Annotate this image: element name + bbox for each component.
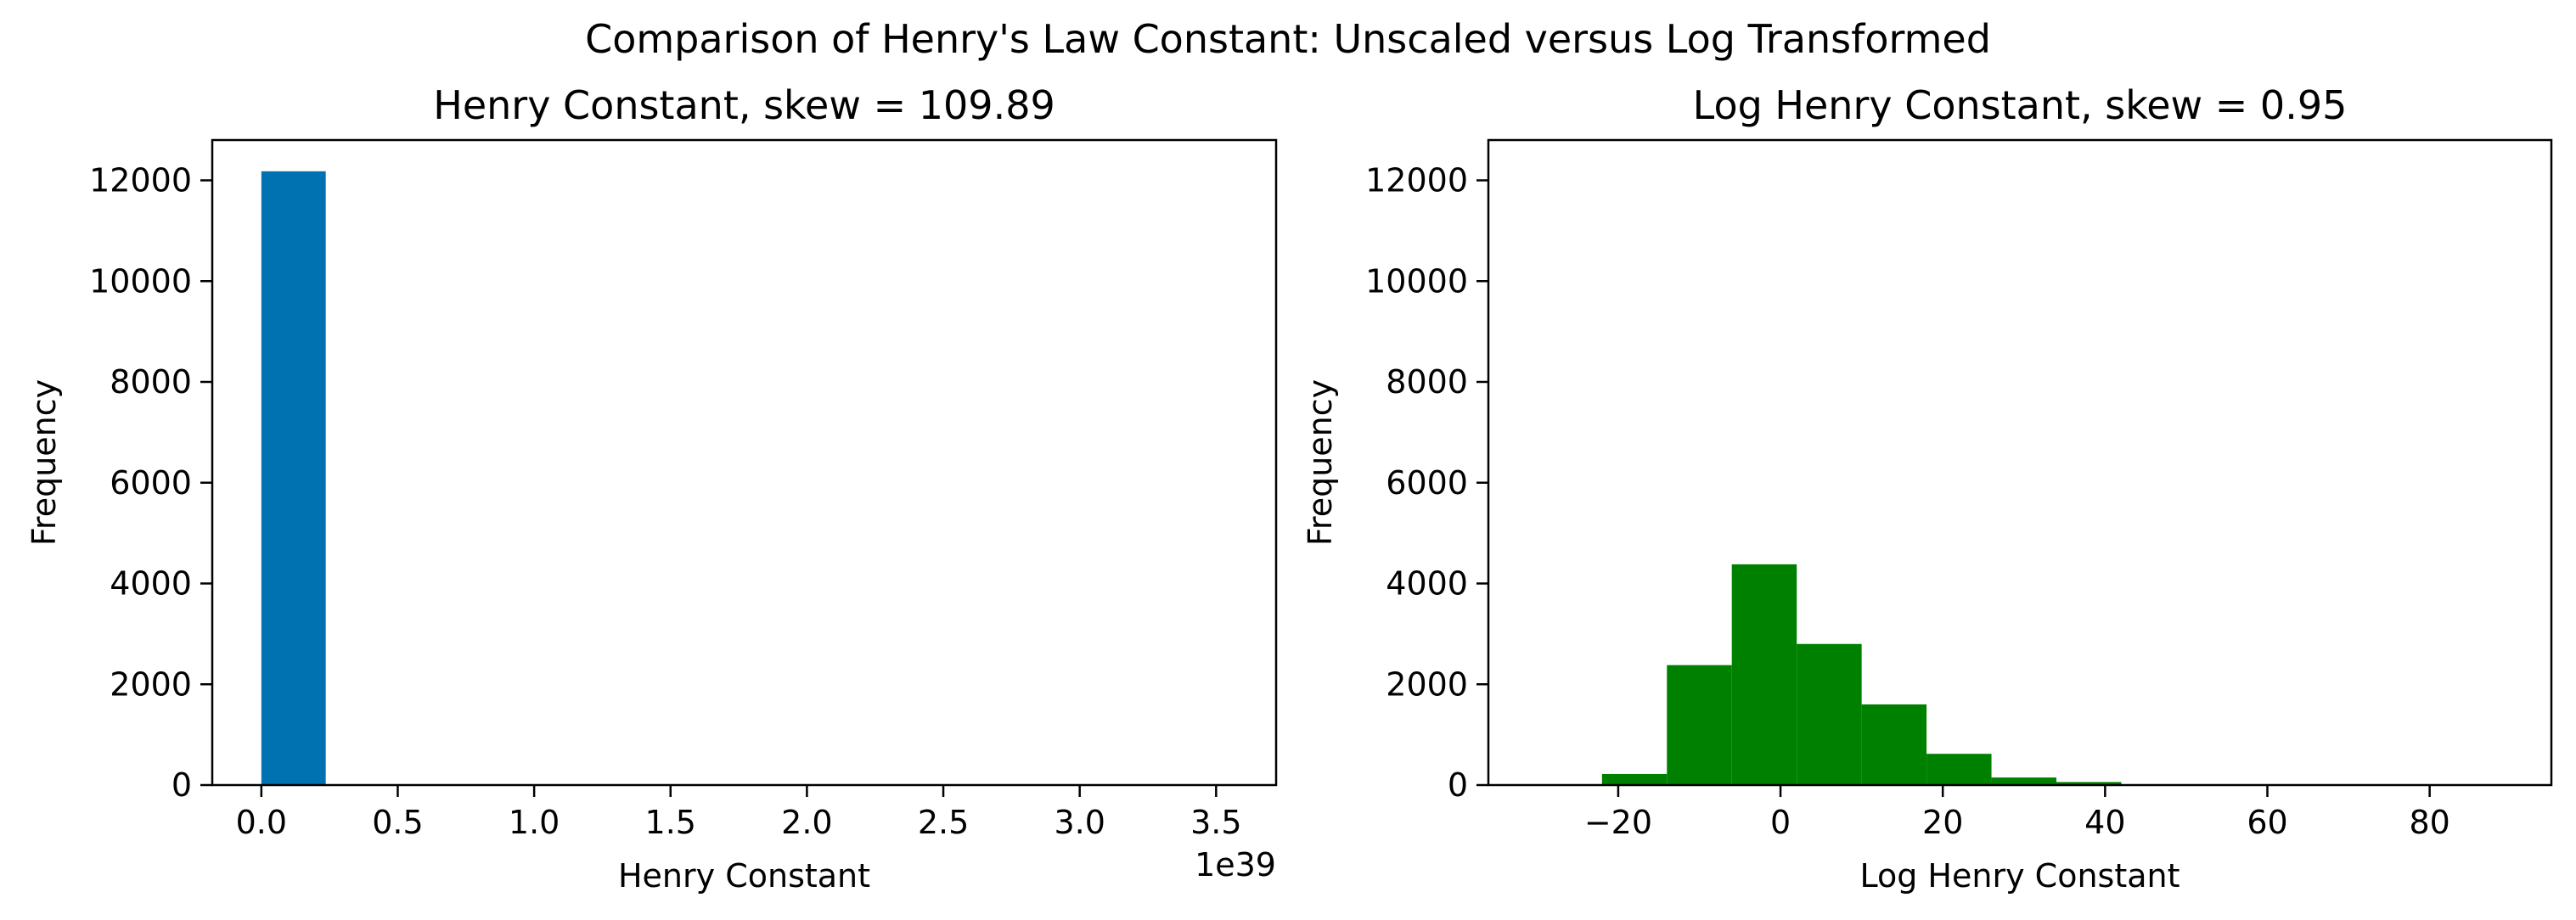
chart-1-x-tick-label: −20 xyxy=(1584,804,1652,841)
chart-0-x-tick-label: 0.5 xyxy=(372,804,423,841)
chart-0-y-tick-label: 10000 xyxy=(89,262,192,300)
chart-1-y-tick-label: 2000 xyxy=(1386,665,1468,703)
chart-0-title: Henry Constant, skew = 109.89 xyxy=(433,82,1055,128)
histogram-henry-constant: 0.0 0.5 1.0 1.5 2.0 2.5 3.0 3.5 0 2000 4000 6000 800… xyxy=(25,82,1278,895)
chart-1-axes-frame xyxy=(1487,138,2553,787)
chart-1-bar xyxy=(1667,665,1732,785)
chart-0-y-tick-label: 4000 xyxy=(110,565,192,603)
chart-0-x-tick-label: 3.0 xyxy=(1054,804,1105,841)
chart-1-title: Log Henry Constant, skew = 0.95 xyxy=(1693,82,2348,128)
chart-1-x-axis-label: Log Henry Constant xyxy=(1859,857,2179,895)
chart-1-y-tick-label: 4000 xyxy=(1386,565,1468,603)
chart-1-x-tick-label: 20 xyxy=(1922,804,1963,841)
chart-1-bar xyxy=(2056,782,2122,785)
chart-1-x-tick-label: 60 xyxy=(2247,804,2287,841)
chart-0-x-tick-label: 1.0 xyxy=(509,804,560,841)
chart-1-bar xyxy=(1991,777,2057,785)
chart-0-y-tick-label: 2000 xyxy=(110,665,192,703)
chart-0-x-tick-label: 0.0 xyxy=(236,804,287,841)
chart-0-bar xyxy=(261,171,326,785)
chart-0-x-axis-label: Henry Constant xyxy=(618,857,870,895)
chart-1-x-tick-label: 0 xyxy=(1770,804,1791,841)
chart-0-y-tick-label: 6000 xyxy=(110,464,192,502)
chart-0-y-tick-label: 12000 xyxy=(89,162,192,199)
chart-1-bar xyxy=(1731,564,1797,785)
chart-1-y-tick-label: 6000 xyxy=(1386,464,1468,502)
chart-1-bar xyxy=(1926,754,1992,785)
chart-0-x-tick-label: 2.5 xyxy=(918,804,969,841)
chart-0-y-axis-label: Frequency xyxy=(25,379,63,546)
chart-1-y-tick-label: 10000 xyxy=(1365,262,1468,300)
chart-0-offset-text: 1e39 xyxy=(1195,846,1276,884)
chart-1-bar xyxy=(1797,643,1862,785)
chart-1-y-axis-label: Frequency xyxy=(1302,379,1339,546)
chart-1-x-tick-label: 40 xyxy=(2084,804,2125,841)
chart-0-x-tick-label: 1.5 xyxy=(645,804,696,841)
chart-1-y-tick-label: 8000 xyxy=(1386,363,1468,401)
chart-0-x-tick-label: 3.5 xyxy=(1190,804,1241,841)
chart-1-y-tick-label: 0 xyxy=(1448,766,1468,804)
chart-1-bar xyxy=(1601,773,1668,785)
chart-1-x-tick-label: 80 xyxy=(2409,804,2449,841)
chart-0-y-tick-label: 0 xyxy=(172,766,192,804)
chart-0-x-tick-label: 2.0 xyxy=(781,804,832,841)
figure-suptitle: Comparison of Henry's Law Constant: Unsc… xyxy=(585,16,1991,62)
chart-0-axes-frame xyxy=(211,138,1278,787)
histogram-log-henry-constant: −20 0 20 40 60 80 0 2000 4000 6000 8000 10000 12000 L… xyxy=(1302,82,2553,895)
chart-1-bar xyxy=(1861,704,1927,785)
chart-0-y-tick-label: 8000 xyxy=(110,363,192,401)
chart-1-y-tick-label: 12000 xyxy=(1365,162,1468,199)
